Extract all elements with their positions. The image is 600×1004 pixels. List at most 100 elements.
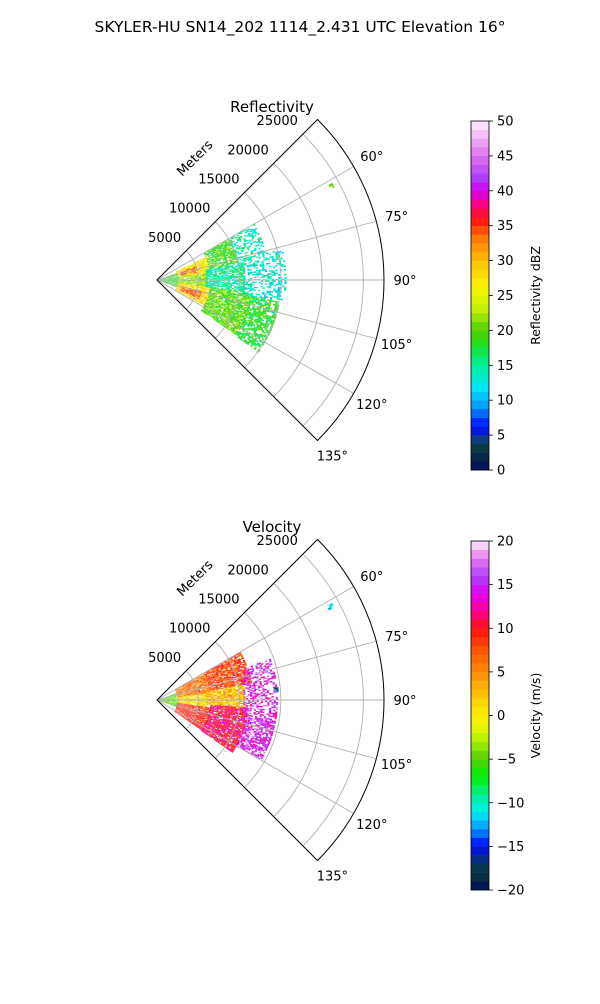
reflectivity-gate bbox=[213, 282, 215, 283]
reflectivity-gate bbox=[190, 279, 192, 280]
reflectivity-gate bbox=[213, 281, 215, 282]
reflectivity-colorbar-band bbox=[471, 138, 489, 147]
reflectivity-gate bbox=[199, 281, 201, 282]
reflectivity-gate bbox=[228, 273, 230, 274]
reflectivity-gate bbox=[206, 278, 208, 279]
reflectivity-gate bbox=[248, 272, 250, 273]
reflectivity-panel: Reflectivity60°75°90°105°120°135°5000100… bbox=[148, 98, 543, 479]
reflectivity-gate bbox=[258, 257, 260, 259]
reflectivity-gate bbox=[266, 263, 268, 265]
reflectivity-colorbar-band bbox=[471, 156, 489, 165]
reflectivity-gate bbox=[267, 286, 269, 288]
velocity-gate bbox=[193, 701, 195, 702]
reflectivity-gate bbox=[237, 281, 239, 282]
reflectivity-gate bbox=[206, 282, 208, 283]
reflectivity-gate bbox=[278, 287, 280, 289]
reflectivity-gate bbox=[236, 283, 238, 284]
reflectivity-gate bbox=[188, 278, 190, 279]
reflectivity-gate bbox=[243, 271, 245, 272]
reflectivity-gate bbox=[241, 283, 243, 284]
reflectivity-gate bbox=[228, 276, 230, 277]
reflectivity-gate bbox=[243, 287, 245, 288]
reflectivity-gate bbox=[241, 277, 243, 278]
reflectivity-gate bbox=[224, 283, 226, 284]
reflectivity-gate bbox=[241, 287, 243, 288]
reflectivity-colorbar-tick-label: 40 bbox=[497, 184, 514, 199]
reflectivity-colorbar-tick-label: 45 bbox=[497, 149, 514, 164]
reflectivity-gate bbox=[245, 289, 247, 290]
reflectivity-gate bbox=[258, 294, 260, 296]
reflectivity-gate bbox=[241, 274, 243, 275]
reflectivity-gate bbox=[211, 281, 213, 282]
reflectivity-gate bbox=[201, 259, 203, 260]
reflectivity-gate bbox=[252, 250, 254, 252]
reflectivity-gate bbox=[281, 264, 283, 266]
reflectivity-gate bbox=[201, 273, 203, 274]
reflectivity-gate bbox=[274, 285, 276, 287]
reflectivity-gate bbox=[266, 252, 268, 254]
reflectivity-gate bbox=[228, 277, 230, 278]
reflectivity-gate bbox=[201, 281, 203, 282]
reflectivity-gate bbox=[277, 292, 279, 294]
reflectivity-gate bbox=[236, 288, 238, 289]
reflectivity-gate bbox=[257, 244, 259, 246]
reflectivity-colorbar-band bbox=[471, 173, 489, 182]
reflectivity-gate bbox=[215, 276, 217, 277]
reflectivity-gate bbox=[272, 251, 274, 253]
reflectivity-gate bbox=[275, 290, 277, 292]
reflectivity-gate bbox=[211, 277, 213, 278]
reflectivity-gate bbox=[234, 281, 236, 282]
reflectivity-gate bbox=[273, 304, 275, 306]
reflectivity-gate bbox=[258, 272, 260, 273]
reflectivity-gate bbox=[250, 284, 252, 285]
reflectivity-gate bbox=[277, 293, 279, 295]
reflectivity-gate bbox=[252, 288, 254, 289]
reflectivity-gate bbox=[217, 282, 219, 283]
reflectivity-gate bbox=[282, 285, 284, 287]
reflectivity-radial-gridline bbox=[157, 167, 354, 281]
reflectivity-gate bbox=[180, 277, 182, 278]
reflectivity-colorbar-tick-label: 50 bbox=[497, 115, 514, 130]
reflectivity-gate bbox=[241, 272, 243, 273]
velocity-gate bbox=[190, 699, 192, 700]
reflectivity-range-tick-label: 15000 bbox=[198, 172, 239, 187]
reflectivity-gate bbox=[231, 290, 233, 291]
reflectivity-gate bbox=[219, 286, 221, 287]
reflectivity-gate bbox=[236, 274, 238, 275]
reflectivity-gate bbox=[230, 283, 232, 284]
reflectivity-gate bbox=[275, 296, 277, 298]
reflectivity-gate bbox=[209, 281, 211, 282]
reflectivity-gate bbox=[241, 273, 243, 274]
velocity-gate bbox=[190, 697, 192, 698]
reflectivity-colorbar-band bbox=[471, 365, 489, 374]
reflectivity-gate bbox=[273, 288, 275, 290]
reflectivity-gate bbox=[203, 281, 205, 282]
reflectivity-colorbar-band bbox=[471, 400, 489, 409]
reflectivity-gate bbox=[272, 280, 274, 282]
reflectivity-gate bbox=[278, 282, 280, 284]
reflectivity-gate bbox=[269, 266, 271, 268]
reflectivity-gate bbox=[199, 278, 201, 279]
reflectivity-gate bbox=[199, 278, 201, 279]
reflectivity-gate bbox=[224, 276, 226, 277]
reflectivity-gate bbox=[241, 260, 243, 262]
reflectivity-gate bbox=[259, 274, 261, 275]
reflectivity-gate bbox=[276, 284, 278, 286]
reflectivity-gate bbox=[262, 293, 264, 295]
reflectivity-gate bbox=[246, 282, 248, 283]
reflectivity-gate bbox=[269, 270, 271, 272]
velocity-gate bbox=[203, 698, 205, 699]
reflectivity-gate bbox=[236, 271, 238, 272]
velocity-panel: Velocity60°75°90°105°120°135°50001000015… bbox=[148, 518, 543, 899]
reflectivity-gate bbox=[230, 278, 232, 279]
reflectivity-gate bbox=[201, 278, 203, 279]
reflectivity-gate bbox=[269, 291, 271, 293]
velocity-gate bbox=[195, 701, 197, 702]
reflectivity-gate bbox=[235, 294, 237, 295]
reflectivity-gate bbox=[217, 278, 219, 279]
reflectivity-gate bbox=[206, 281, 208, 282]
reflectivity-gate bbox=[234, 286, 236, 287]
reflectivity-gate bbox=[232, 285, 234, 286]
reflectivity-colorbar-band bbox=[471, 330, 489, 339]
reflectivity-gate bbox=[195, 281, 197, 282]
